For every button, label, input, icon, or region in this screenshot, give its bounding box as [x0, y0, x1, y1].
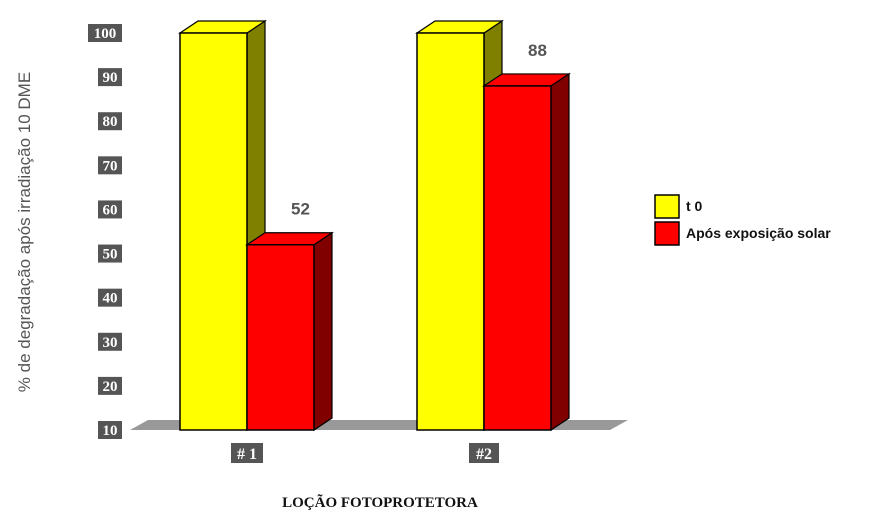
- svg-text:#2: #2: [476, 446, 492, 463]
- y-tick-label: 70: [98, 156, 122, 175]
- svg-text:90: 90: [103, 70, 118, 86]
- y-tick-label: 80: [98, 112, 122, 131]
- svg-text:50: 50: [103, 247, 118, 263]
- data-label: 52: [291, 200, 310, 219]
- x-category-label: # 1: [231, 443, 263, 463]
- legend: t 0 Após exposição solar: [654, 194, 831, 246]
- svg-text:# 1: # 1: [237, 446, 257, 463]
- svg-text:80: 80: [103, 114, 118, 130]
- legend-item-2: Após exposição solar: [654, 221, 831, 246]
- y-tick-label: 40: [98, 288, 122, 307]
- legend-label: Após exposição solar: [686, 225, 831, 241]
- svg-text:20: 20: [103, 379, 118, 395]
- legend-swatch: [654, 221, 680, 246]
- y-tick-label: 20: [98, 376, 122, 395]
- bar-apos-exposicao-2: [482, 72, 571, 432]
- y-tick-label: 100: [88, 24, 122, 42]
- svg-text:40: 40: [103, 291, 118, 307]
- x-category-label: #2: [469, 443, 499, 463]
- x-axis-label: LOÇÃO FOTOPROTETORA: [282, 493, 478, 511]
- y-tick-label: 60: [98, 200, 122, 219]
- legend-item-1: t 0: [654, 194, 703, 219]
- y-tick-label: 50: [98, 244, 122, 263]
- legend-swatch: [654, 194, 680, 219]
- bar-apos-exposicao-1: [245, 231, 334, 432]
- svg-text:100: 100: [94, 26, 117, 42]
- data-label: 88: [528, 41, 547, 60]
- svg-text:30: 30: [103, 335, 118, 351]
- y-tick-label: 10: [98, 421, 122, 439]
- svg-text:10: 10: [103, 423, 118, 439]
- svg-text:60: 60: [103, 202, 118, 218]
- legend-label: t 0: [686, 198, 703, 214]
- y-tick-label: 30: [98, 332, 122, 351]
- y-axis-label: % de degradação após irradiação 10 DME: [15, 72, 34, 392]
- svg-text:70: 70: [103, 158, 118, 174]
- y-tick-label: 90: [98, 68, 122, 87]
